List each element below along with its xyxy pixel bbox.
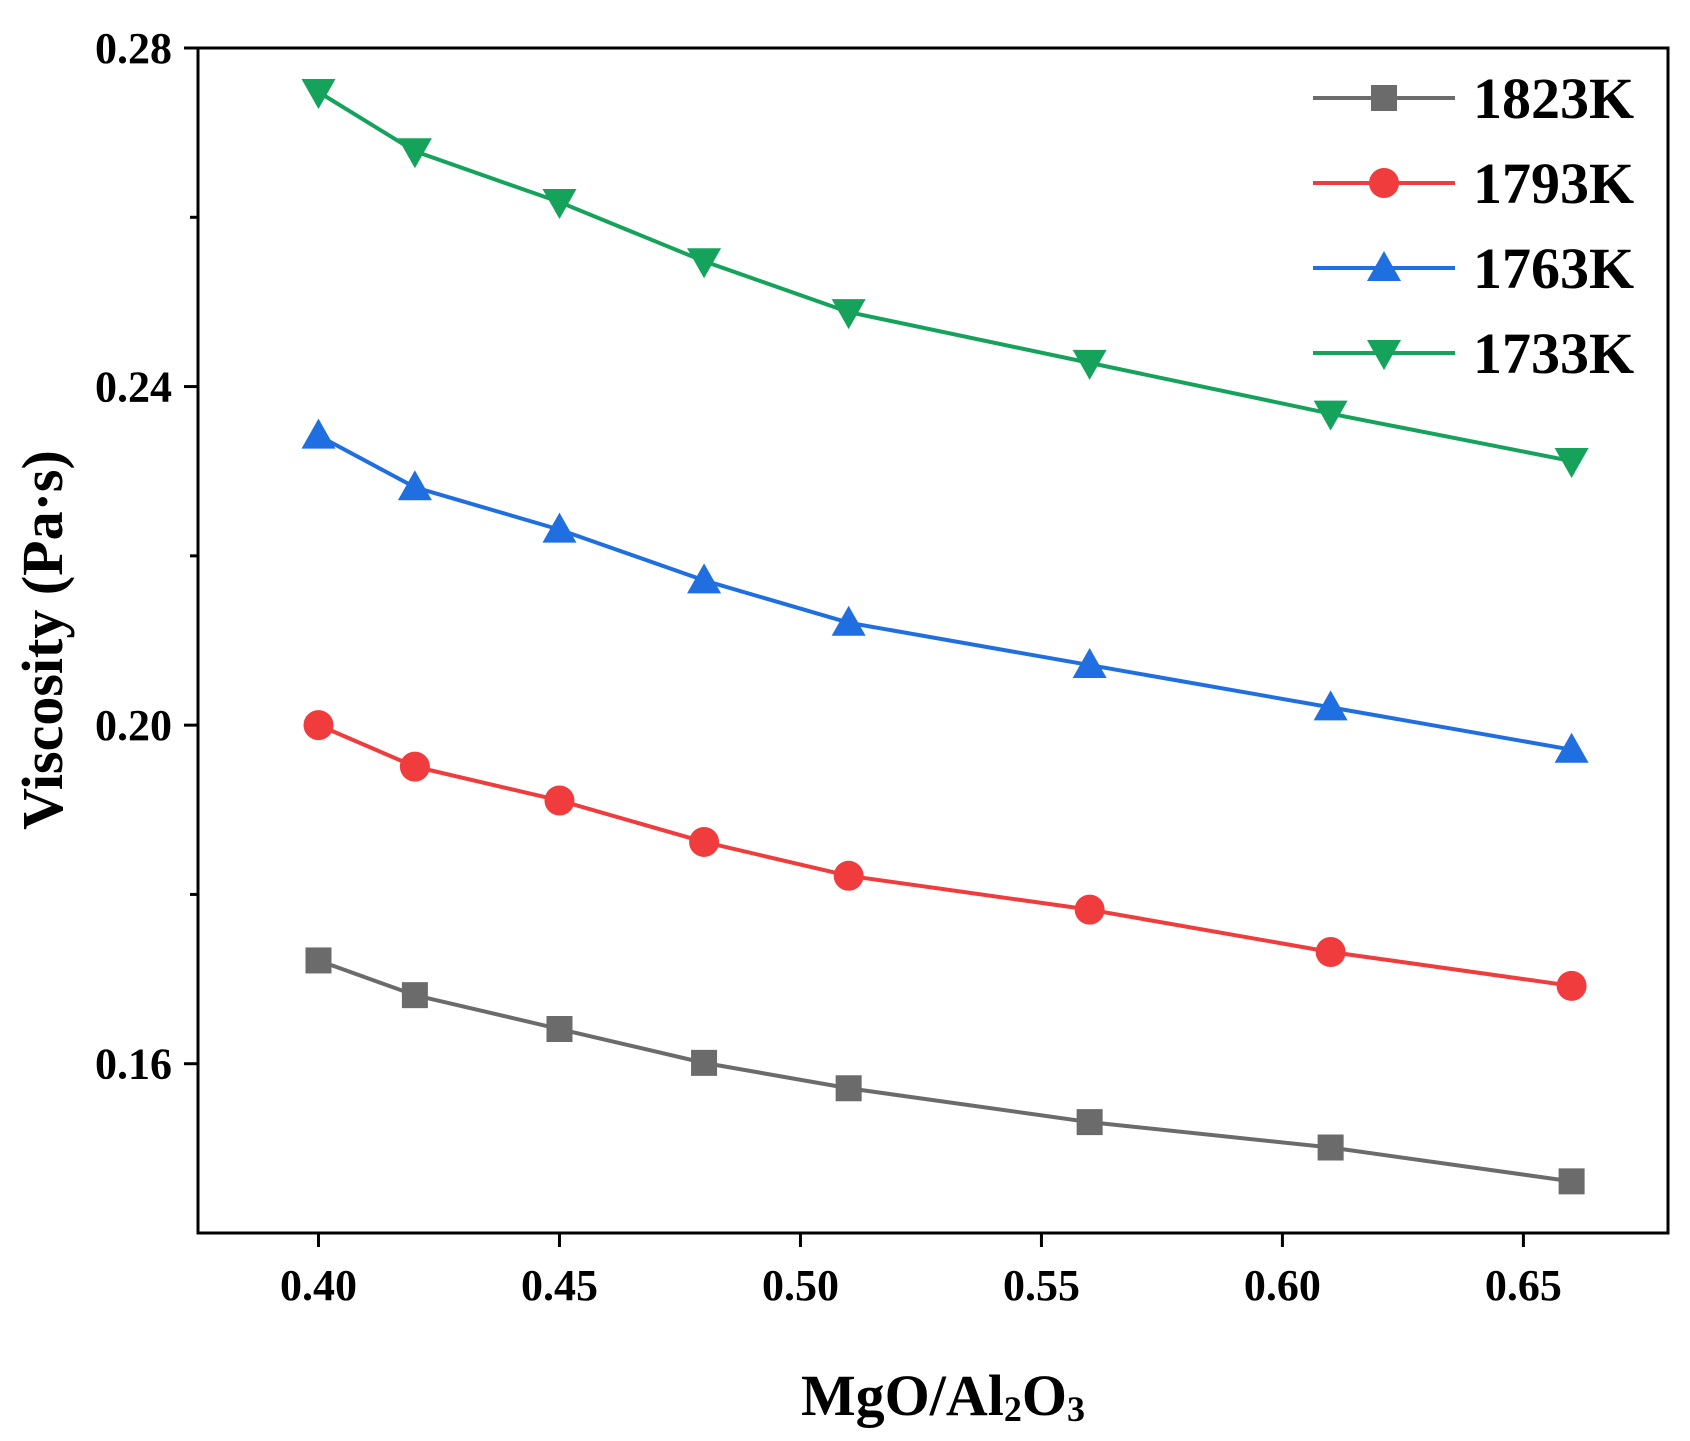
y-tick-label: 0.24 [95,363,172,412]
x-tick-label: 0.50 [762,1261,839,1310]
data-point-1763K [301,418,336,449]
x-axis-title: MgO/Al2O3 [801,1363,1085,1429]
legend-label-1763K: 1763K [1473,236,1634,301]
series-line-1823K [317,958,1572,1184]
data-point-1823K [401,982,428,1009]
data-point-1793K [1315,936,1346,967]
data-point-1733K [397,138,432,169]
x-tick-label: 0.55 [1003,1261,1080,1310]
data-point-1763K [1554,732,1589,763]
y-tick-label: 0.20 [95,701,172,750]
data-point-1823K [1558,1168,1585,1195]
x-axis-title-subscript: 2 [1004,1389,1022,1429]
data-point-1823K [1317,1134,1344,1161]
x-tick-label: 0.60 [1244,1261,1321,1310]
legend-marker-1733K [1367,340,1401,370]
data-point-1763K [542,512,577,543]
data-point-1763K [831,605,866,636]
y-tick-label: 0.28 [95,24,172,73]
legend: 1823K 1793K 1763K 1733K [1313,66,1634,386]
y-axis-title: Viscosity (Pa·s) [10,450,75,830]
data-point-1763K [687,563,722,594]
ticks-layer: 0.40 0.45 0.50 0.55 0.60 0.65 0.16 0.20 0.24 0.28 [95,24,1562,1310]
data-point-1733K [1554,448,1589,479]
data-point-1733K [301,79,336,110]
data-point-1793K [303,710,334,741]
data-point-1793K [1074,894,1105,925]
y-tick-label: 0.16 [95,1040,172,1089]
data-point-1763K [1313,690,1348,721]
data-point-1823K [305,947,332,974]
data-point-1733K [1072,349,1107,380]
x-tick-label: 0.65 [1485,1261,1562,1310]
data-point-1733K [687,248,722,279]
x-axis-title-part: O [1022,1363,1067,1428]
data-point-1823K [691,1049,718,1076]
series-layer [301,79,1589,1195]
legend-label-1733K: 1733K [1473,321,1634,386]
legend-label-1793K: 1793K [1473,151,1634,216]
plot-frame [196,46,1670,1235]
data-point-1763K [1072,648,1107,679]
x-tick-label: 0.40 [280,1261,357,1310]
series-line-1733K [317,90,1572,464]
x-tick-label: 0.45 [521,1261,598,1310]
series-line-1763K [317,433,1572,752]
x-axis-title-part: MgO/Al [801,1363,1004,1428]
data-point-1823K [546,1016,573,1043]
legend-label-1823K: 1823K [1473,66,1634,131]
data-point-1823K [835,1075,862,1102]
data-point-1793K [689,826,720,857]
data-point-1793K [544,785,575,816]
data-point-1763K [397,470,432,501]
x-axis-title-subscript: 3 [1067,1389,1085,1429]
legend-marker-1793K [1369,168,1399,198]
data-point-1793K [1556,970,1587,1001]
data-point-1733K [831,299,866,330]
series-line-1793K [317,723,1572,988]
data-point-1733K [542,189,577,220]
data-point-1823K [1076,1109,1103,1136]
data-point-1793K [833,860,864,891]
data-point-1733K [1313,400,1348,431]
data-point-1793K [399,751,430,782]
legend-marker-1763K [1367,251,1401,281]
legend-marker-1823K [1371,85,1397,111]
